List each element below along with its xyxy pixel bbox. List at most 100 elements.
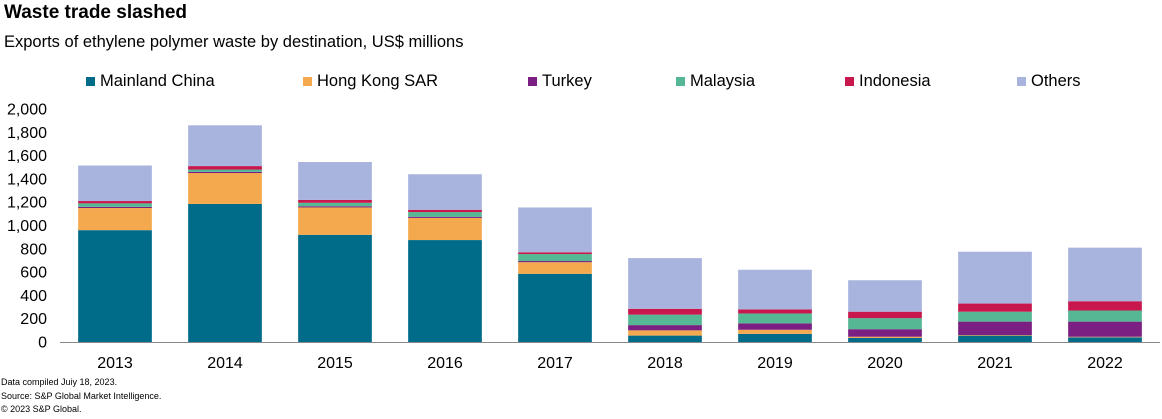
x-tick-label: 2022 [1087, 355, 1123, 372]
bar-segment-mainland-china-2021 [958, 335, 1032, 342]
x-tick-label: 2016 [427, 355, 463, 372]
bar-segment-mainland-china-2018 [628, 335, 702, 342]
y-tick-label: 200 [20, 311, 47, 328]
legend-swatch [528, 77, 537, 86]
bar-segment-mainland-china-2016 [408, 240, 482, 342]
bar-segment-turkey-2017 [518, 261, 592, 263]
bar-segment-hong-kong-sar-2016 [408, 217, 482, 241]
bar-segment-malaysia-2017 [518, 254, 592, 262]
y-tick-label: 2,000 [7, 102, 47, 119]
bar-segment-others-2018 [628, 258, 702, 309]
bar-segment-turkey-2013 [78, 206, 152, 209]
bar-segment-indonesia-2018 [628, 308, 702, 315]
bar-segment-turkey-2018 [628, 325, 702, 331]
x-tick-label: 2014 [207, 355, 243, 372]
legend-label: Indonesia [859, 72, 931, 90]
y-tick-label: 1,000 [7, 218, 47, 235]
bar-segment-malaysia-2013 [78, 203, 152, 207]
bar-segment-others-2020 [848, 280, 922, 312]
bar-segment-turkey-2019 [738, 323, 812, 330]
bar-segment-others-2019 [738, 269, 812, 310]
bar-segment-malaysia-2021 [958, 311, 1032, 322]
legend-swatch [845, 77, 854, 86]
bar-segment-others-2015 [298, 162, 372, 200]
bar-segment-mainland-china-2022 [1068, 337, 1142, 342]
legend-item-others: Others [1017, 72, 1081, 91]
y-tick-label: 600 [20, 265, 47, 282]
y-tick-label: 1,600 [7, 148, 47, 165]
bar-segment-malaysia-2018 [628, 314, 702, 326]
footnote-source: Source: S&P Global Market Intelligence. [1, 391, 162, 401]
x-tick-label: 2021 [977, 355, 1013, 372]
legend-label: Mainland China [100, 72, 215, 90]
x-tick-label: 2017 [537, 355, 573, 372]
bar-segment-mainland-china-2017 [518, 273, 592, 342]
bar-segment-indonesia-2015 [298, 199, 372, 203]
bar-segment-hong-kong-sar-2017 [518, 262, 592, 274]
bar-segment-turkey-2020 [848, 329, 922, 337]
bar-segment-mainland-china-2019 [738, 333, 812, 342]
bar-segment-malaysia-2019 [738, 313, 812, 324]
bar-segment-indonesia-2016 [408, 209, 482, 213]
legend-label: Turkey [542, 72, 592, 90]
y-tick-label: 400 [20, 288, 47, 305]
x-tick-label: 2020 [867, 355, 903, 372]
y-tick-label: 1,800 [7, 125, 47, 142]
bar-segment-hong-kong-sar-2021 [958, 335, 1032, 336]
bar-segment-malaysia-2016 [408, 212, 482, 217]
bar-segment-others-2013 [78, 165, 152, 202]
x-tick-label: 2015 [317, 355, 353, 372]
bar-segment-others-2022 [1068, 247, 1142, 302]
bar-segment-turkey-2014 [188, 171, 262, 174]
bar-segment-turkey-2021 [958, 321, 1032, 336]
bar-segment-malaysia-2020 [848, 318, 922, 330]
legend-item-turkey: Turkey [528, 72, 592, 91]
footnote-copyright: © 2023 S&P Global. [1, 404, 82, 414]
bar-segment-hong-kong-sar-2015 [298, 207, 372, 235]
legend-item-malaysia: Malaysia [676, 72, 755, 91]
bar-segment-turkey-2016 [408, 216, 482, 218]
legend-swatch [86, 77, 95, 86]
chart-title: Waste trade slashed [4, 2, 188, 23]
bar-segment-malaysia-2022 [1068, 310, 1142, 322]
footnote-data-compiled: Data compiled Juiy 18, 2023. [1, 377, 118, 387]
bar-segment-malaysia-2014 [188, 169, 262, 172]
bar-segment-mainland-china-2014 [188, 203, 262, 342]
legend-item-indonesia: Indonesia [845, 72, 931, 91]
bar-segment-hong-kong-sar-2013 [78, 208, 152, 231]
bar-segment-hong-kong-sar-2014 [188, 173, 262, 204]
legend-swatch [676, 77, 685, 86]
x-tick-label: 2013 [97, 355, 133, 372]
bar-segment-turkey-2015 [298, 206, 372, 208]
legend-label: Hong Kong SAR [317, 72, 439, 90]
y-tick-label: 0 [38, 335, 47, 352]
bar-segment-others-2014 [188, 125, 262, 167]
bar-segment-hong-kong-sar-2018 [628, 330, 702, 336]
legend-label: Others [1031, 72, 1081, 90]
legend-swatch [303, 77, 312, 86]
bar-segment-hong-kong-sar-2020 [848, 336, 922, 338]
bar-segment-mainland-china-2020 [848, 337, 922, 342]
legend-item-mainland-china: Mainland China [86, 72, 215, 91]
bar-segment-indonesia-2019 [738, 309, 812, 314]
bar-segment-indonesia-2014 [188, 166, 262, 170]
x-tick-label: 2018 [647, 355, 683, 372]
bar-segment-indonesia-2021 [958, 303, 1032, 312]
y-tick-label: 800 [20, 241, 47, 258]
bar-segment-indonesia-2022 [1068, 301, 1142, 311]
bar-segment-mainland-china-2015 [298, 234, 372, 342]
bar-segment-indonesia-2020 [848, 311, 922, 319]
bar-segment-others-2016 [408, 174, 482, 210]
bar-segment-indonesia-2017 [518, 252, 592, 255]
legend-swatch [1017, 77, 1026, 86]
legend-item-hong-kong-sar: Hong Kong SAR [303, 72, 438, 91]
x-tick-label: 2019 [757, 355, 793, 372]
bar-segment-others-2017 [518, 207, 592, 253]
bar-segment-indonesia-2013 [78, 201, 152, 204]
bar-segment-mainland-china-2013 [78, 230, 152, 342]
bar-segment-hong-kong-sar-2022 [1068, 336, 1142, 338]
legend-label: Malaysia [690, 72, 756, 90]
bar-segment-turkey-2022 [1068, 321, 1142, 337]
bar-segment-hong-kong-sar-2019 [738, 329, 812, 334]
